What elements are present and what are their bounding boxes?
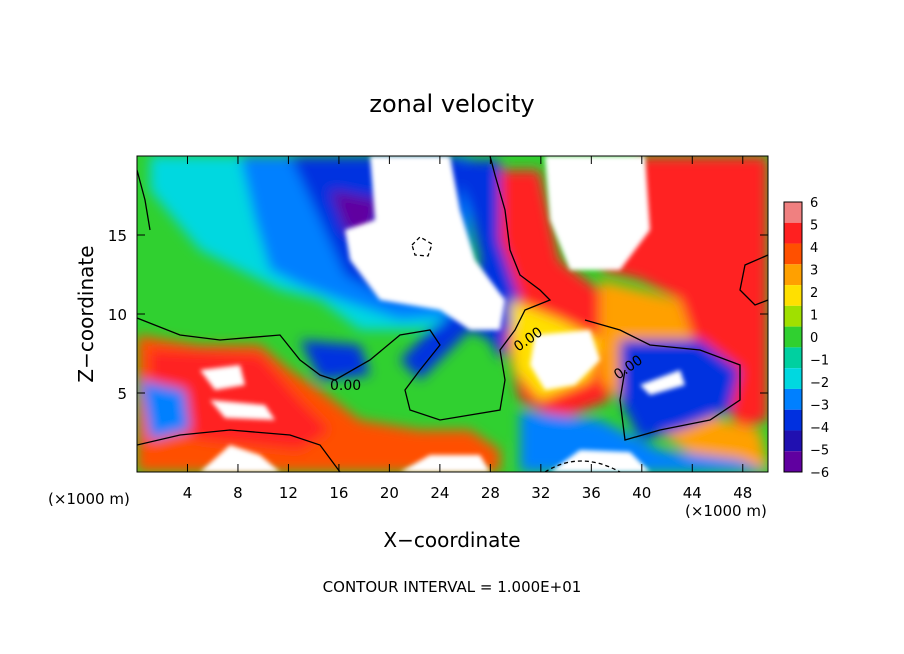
- colorbar-swatch: [784, 430, 802, 452]
- colorbar-label: −2: [810, 376, 829, 391]
- saturated-region-middle: [530, 330, 600, 390]
- x-tick-label: 20: [380, 484, 399, 502]
- saturated-region-top-center: [345, 156, 505, 330]
- colorbar-label: −3: [810, 399, 829, 414]
- x-unit-label-left: (×1000 m): [48, 490, 130, 508]
- region-red-lower-left: [150, 350, 330, 450]
- x-axis: 4 8 12 16 20 24 28 32 36 40 44 48: [183, 156, 752, 502]
- colorbar-swatch: [784, 243, 802, 265]
- y-tick-label: 5: [117, 385, 127, 403]
- x-tick-label: 8: [233, 484, 243, 502]
- colorbar-label: 4: [810, 241, 818, 256]
- colorbar-swatch: [784, 305, 802, 327]
- region-blue-lower-left: [140, 380, 190, 440]
- zero-contour-lower-right: [584, 319, 741, 441]
- saturated-region-bottom-2: [400, 455, 490, 472]
- colorbar-label: −1: [810, 354, 829, 369]
- zero-contour-right: [739, 254, 768, 306]
- x-tick-label: 48: [733, 484, 752, 502]
- colorbar-label: −5: [810, 444, 829, 459]
- colorbar-label: 6: [810, 196, 818, 211]
- colorbar-label: 0: [810, 331, 818, 346]
- dashed-contour-top: [411, 236, 433, 257]
- y-axis-label: Z−coordinate: [74, 245, 98, 382]
- y-tick-label: 10: [108, 306, 127, 324]
- colorbar-swatch: [784, 222, 802, 244]
- y-axis: 5 10 15: [108, 227, 768, 403]
- x-tick-label: 16: [329, 484, 348, 502]
- saturated-region-top-right: [545, 156, 650, 270]
- saturated-region-lower-left-2: [210, 400, 275, 420]
- zero-contour-bottom-left: [137, 429, 341, 472]
- colorbar-label: −4: [810, 421, 829, 436]
- colorbar: 6 5 4 3 2 1 0 −1 −2 −3 −4 −5 −6: [783, 196, 829, 481]
- colorbar-label: 2: [810, 286, 818, 301]
- colorbar-swatch: [784, 326, 802, 348]
- x-tick-label: 4: [183, 484, 193, 502]
- x-tick-label: 24: [430, 484, 449, 502]
- colorbar-swatch: [784, 451, 802, 472]
- x-tick-label: 40: [632, 484, 651, 502]
- saturated-region-lower-left-1: [200, 365, 245, 390]
- x-tick-label: 12: [279, 484, 298, 502]
- x-tick-label: 28: [481, 484, 500, 502]
- colorbar-swatch: [784, 202, 802, 223]
- contour-label: 0.00: [330, 378, 361, 394]
- contour-interval-footer: CONTOUR INTERVAL = 1.000E+01: [323, 578, 582, 596]
- colorbar-swatch: [784, 409, 802, 431]
- zero-contours: [137, 156, 768, 472]
- colorbar-swatch: [784, 368, 802, 389]
- x-axis-label: X−coordinate: [383, 528, 520, 552]
- region-blue-lower-right: [620, 340, 740, 440]
- dashed-contour-bottom: [544, 460, 621, 472]
- colorbar-swatch: [784, 264, 802, 286]
- colorbar-frame: [783, 201, 803, 473]
- saturated-region-bottom-1: [200, 445, 280, 472]
- colorbar-swatch: [784, 285, 802, 306]
- colorbar-label: 5: [810, 219, 818, 234]
- saturated-region-right-small: [640, 370, 685, 395]
- velocity-field: 0.00 0.00 0.00: [137, 156, 768, 472]
- colorbar-label: 1: [810, 309, 818, 324]
- x-tick-label: 36: [582, 484, 601, 502]
- colorbar-label: 3: [810, 264, 818, 279]
- colorbar-label: −6: [810, 466, 829, 481]
- x-tick-label: 32: [531, 484, 550, 502]
- region-blue-channel: [400, 160, 540, 380]
- chart-title: zonal velocity: [369, 90, 534, 118]
- colorbar-swatch: [784, 347, 802, 369]
- saturated-region-bottom-3: [550, 450, 650, 472]
- y-tick-label: 15: [108, 227, 127, 245]
- zero-contour-lower: [137, 156, 552, 421]
- zero-contour-upper-left: [137, 169, 151, 231]
- x-unit-label-right: (×1000 m): [685, 502, 767, 520]
- colorbar-swatch: [784, 388, 802, 410]
- x-tick-label: 44: [683, 484, 702, 502]
